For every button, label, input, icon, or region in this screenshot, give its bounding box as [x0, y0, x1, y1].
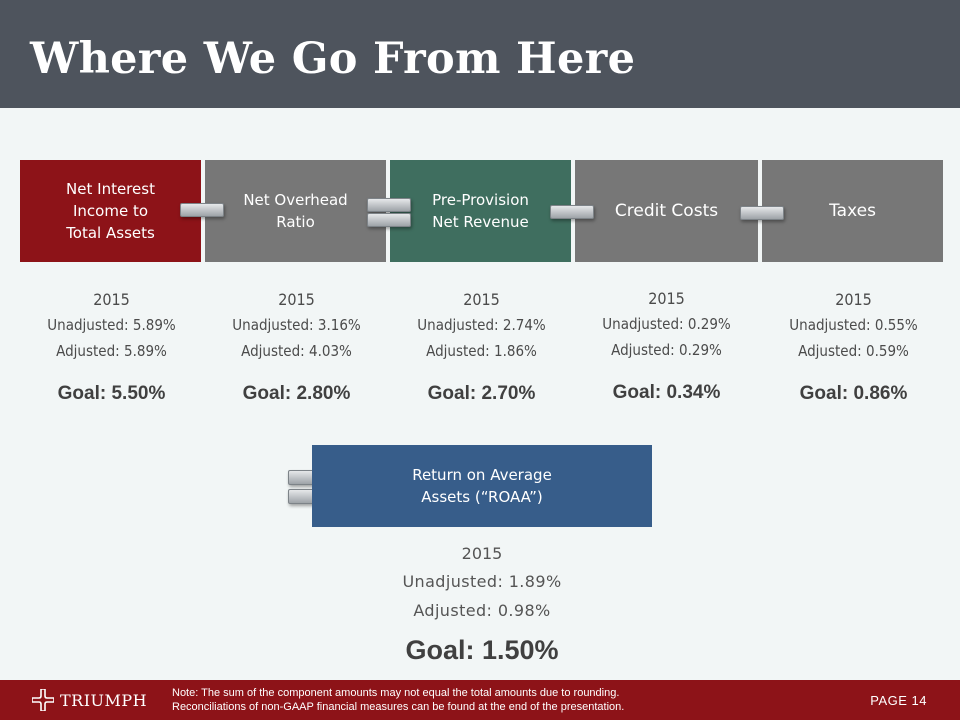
goal-value: Goal: 5.50%	[57, 383, 166, 404]
equals-bar-bottom	[367, 213, 411, 227]
adjusted-value: Adjusted: 0.98%	[413, 601, 551, 620]
year-label: 2015	[461, 544, 503, 563]
roaa-box: Return on Average Assets (“ROAA”)	[312, 445, 652, 527]
page-number: PAGE 14	[870, 693, 927, 708]
footnote-line-2: Reconciliations of non-GAAP financial me…	[172, 701, 625, 713]
unadjusted-value: Unadjusted: 1.89%	[402, 572, 562, 591]
year-label: 2015	[278, 290, 315, 309]
unadjusted-value: Unadjusted: 5.89%	[47, 316, 176, 334]
footnote-line-1: Note: The sum of the component amounts m…	[172, 687, 620, 699]
taxes-stats: 2015 Unadjusted: 0.55% Adjusted: 0.59% G…	[762, 287, 945, 405]
adjusted-value: Adjusted: 0.29%	[611, 341, 722, 359]
logo-text: TRIUMPH	[60, 690, 148, 710]
unadjusted-value: Unadjusted: 3.16%	[232, 316, 361, 334]
credit-costs-box: Credit Costs	[575, 160, 758, 262]
adjusted-value: Adjusted: 1.86%	[426, 342, 537, 360]
net-interest-income-stats: 2015 Unadjusted: 5.89% Adjusted: 5.89% G…	[20, 287, 203, 405]
adjusted-value: Adjusted: 5.89%	[56, 342, 167, 360]
goal-value: Goal: 0.34%	[612, 382, 721, 403]
pre-provision-net-revenue-stats: 2015 Unadjusted: 2.74% Adjusted: 1.86% G…	[390, 287, 573, 405]
triumph-logo: TRIUMPH	[32, 689, 147, 711]
taxes-box: Taxes	[762, 160, 943, 262]
equals-bar-top	[367, 198, 411, 212]
header-bar: Where We Go From Here	[0, 0, 960, 108]
unadjusted-value: Unadjusted: 0.29%	[602, 315, 731, 333]
year-label: 2015	[648, 289, 685, 308]
net-overhead-ratio-stats: 2015 Unadjusted: 3.16% Adjusted: 4.03% G…	[205, 287, 388, 405]
minus-icon	[740, 206, 784, 220]
footer-bar: TRIUMPH Note: The sum of the component a…	[0, 680, 960, 720]
goal-value: Goal: 0.86%	[799, 383, 908, 404]
cross-logo-icon	[32, 689, 54, 711]
page-title: Where We Go From Here	[30, 34, 636, 84]
pre-provision-net-revenue-box: Pre-Provision Net Revenue	[390, 160, 571, 262]
goal-value: Goal: 2.80%	[242, 383, 351, 404]
minus-icon	[180, 203, 224, 217]
credit-costs-stats: 2015 Unadjusted: 0.29% Adjusted: 0.29% G…	[575, 286, 758, 404]
unadjusted-value: Unadjusted: 2.74%	[417, 316, 546, 334]
adjusted-value: Adjusted: 4.03%	[241, 342, 352, 360]
adjusted-value: Adjusted: 0.59%	[798, 342, 909, 360]
unadjusted-value: Unadjusted: 0.55%	[789, 316, 918, 334]
goal-value: Goal: 1.50%	[405, 635, 559, 665]
year-label: 2015	[93, 290, 130, 309]
net-interest-income-box: Net Interest Income to Total Assets	[20, 160, 201, 262]
minus-icon	[550, 205, 594, 219]
net-overhead-ratio-box: Net Overhead Ratio	[205, 160, 386, 262]
year-label: 2015	[463, 290, 500, 309]
year-label: 2015	[835, 290, 872, 309]
roaa-stats: 2015 Unadjusted: 1.89% Adjusted: 0.98% G…	[332, 540, 632, 666]
footnote: Note: The sum of the component amounts m…	[172, 686, 624, 714]
goal-value: Goal: 2.70%	[427, 383, 536, 404]
